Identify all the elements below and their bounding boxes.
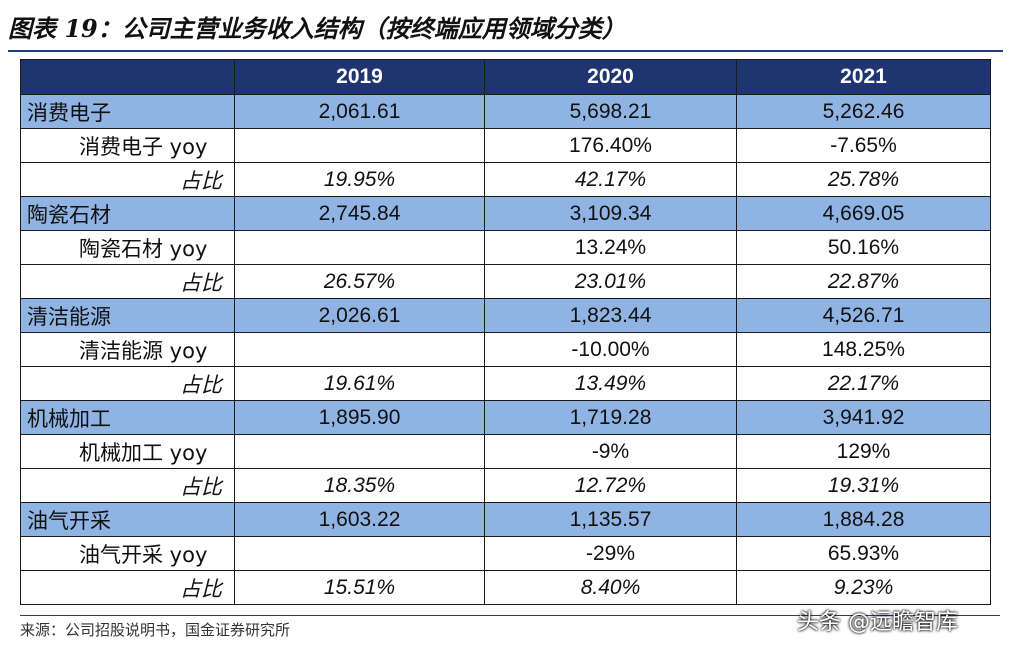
value-cell [234,434,485,469]
value-cell: 19.61% [234,366,485,401]
table-row: 占比 18.35% 12.72% 19.31% [20,468,991,503]
value-cell: 5,698.21 [484,94,737,129]
row-label: 消费电子 [20,94,235,129]
value-cell: 4,669.05 [736,196,991,231]
value-cell: 22.17% [736,366,991,401]
value-cell: 50.16% [736,230,991,265]
table-row: 消费电子 yoy 176.40% -7.65% [20,128,991,163]
value-cell [234,332,485,367]
value-cell: 42.17% [484,162,737,197]
row-label: 占比 [20,570,235,605]
row-label: 占比 [20,162,235,197]
value-cell [234,128,485,163]
row-label: 占比 [20,468,235,503]
row-label: 占比 [20,366,235,401]
table-row: 占比 19.95% 42.17% 25.78% [20,162,991,197]
value-cell: 9.23% [736,570,991,605]
value-cell: 13.24% [484,230,737,265]
table-row: 油气开采 yoy -29% 65.93% [20,536,991,571]
value-cell: 129% [736,434,991,469]
value-cell: 12.72% [484,468,737,503]
value-cell: 4,526.71 [736,298,991,333]
table-row: 清洁能源 2,026.61 1,823.44 4,526.71 [20,298,991,333]
value-cell [234,536,485,571]
value-cell: 19.31% [736,468,991,503]
value-cell: 25.78% [736,162,991,197]
value-cell: -7.65% [736,128,991,163]
header-cell: 2020 [484,59,737,95]
header-row: 2019 2020 2021 [20,59,991,95]
value-cell: 22.87% [736,264,991,299]
table-body: 消费电子 2,061.61 5,698.21 5,262.46 消费电子 yoy 176.… [20,94,991,605]
header-cell: 2019 [234,59,485,95]
table-row: 机械加工 yoy -9% 129% [20,434,991,469]
table-row: 陶瓷石材 2,745.84 3,109.34 4,669.05 [20,196,991,231]
value-cell: 13.49% [484,366,737,401]
row-label: 油气开采 yoy [20,536,235,571]
table-row: 清洁能源 yoy -10.00% 148.25% [20,332,991,367]
row-label: 占比 [20,264,235,299]
row-label: 陶瓷石材 [20,196,235,231]
row-label: 陶瓷石材 yoy [20,230,235,265]
value-cell: 1,823.44 [484,298,737,333]
value-cell: 26.57% [234,264,485,299]
value-cell: 65.93% [736,536,991,571]
table-row: 占比 26.57% 23.01% 22.87% [20,264,991,299]
value-cell: 15.51% [234,570,485,605]
table-row: 消费电子 2,061.61 5,698.21 5,262.46 [20,94,991,129]
value-cell: 176.40% [484,128,737,163]
page-title: 图表 19：公司主营业务收入结构（按终端应用领域分类） [8,10,1003,52]
value-cell: 8.40% [484,570,737,605]
table-row: 油气开采 1,603.22 1,135.57 1,884.28 [20,502,991,537]
value-cell: 3,109.34 [484,196,737,231]
value-cell: 19.95% [234,162,485,197]
value-cell: -9% [484,434,737,469]
value-cell: 148.25% [736,332,991,367]
source-note: 来源：公司招股说明书，国金证券研究所 [20,615,1000,646]
row-label: 消费电子 yoy [20,128,235,163]
value-cell: -10.00% [484,332,737,367]
value-cell: 2,061.61 [234,94,485,129]
table-row: 陶瓷石材 yoy 13.24% 50.16% [20,230,991,265]
value-cell: 1,719.28 [484,400,737,435]
value-cell [234,230,485,265]
value-cell: -29% [484,536,737,571]
row-label: 清洁能源 [20,298,235,333]
header-cell [20,59,235,95]
row-label: 机械加工 yoy [20,434,235,469]
table-row: 机械加工 1,895.90 1,719.28 3,941.92 [20,400,991,435]
value-cell: 1,884.28 [736,502,991,537]
value-cell: 1,135.57 [484,502,737,537]
header-cell: 2021 [736,59,991,95]
revenue-structure-table: 2019 2020 2021 消费电子 2,061.61 5,698.21 5,262… [20,59,991,605]
table-row: 占比 19.61% 13.49% 22.17% [20,366,991,401]
value-cell: 23.01% [484,264,737,299]
row-label: 机械加工 [20,400,235,435]
value-cell: 2,026.61 [234,298,485,333]
watermark: 头条 @远瞻智库 [797,610,958,635]
value-cell: 1,895.90 [234,400,485,435]
value-cell: 1,603.22 [234,502,485,537]
value-cell: 18.35% [234,468,485,503]
row-label: 油气开采 [20,502,235,537]
value-cell: 5,262.46 [736,94,991,129]
value-cell: 3,941.92 [736,400,991,435]
value-cell: 2,745.84 [234,196,485,231]
table-row: 占比 15.51% 8.40% 9.23% [20,570,991,605]
row-label: 清洁能源 yoy [20,332,235,367]
